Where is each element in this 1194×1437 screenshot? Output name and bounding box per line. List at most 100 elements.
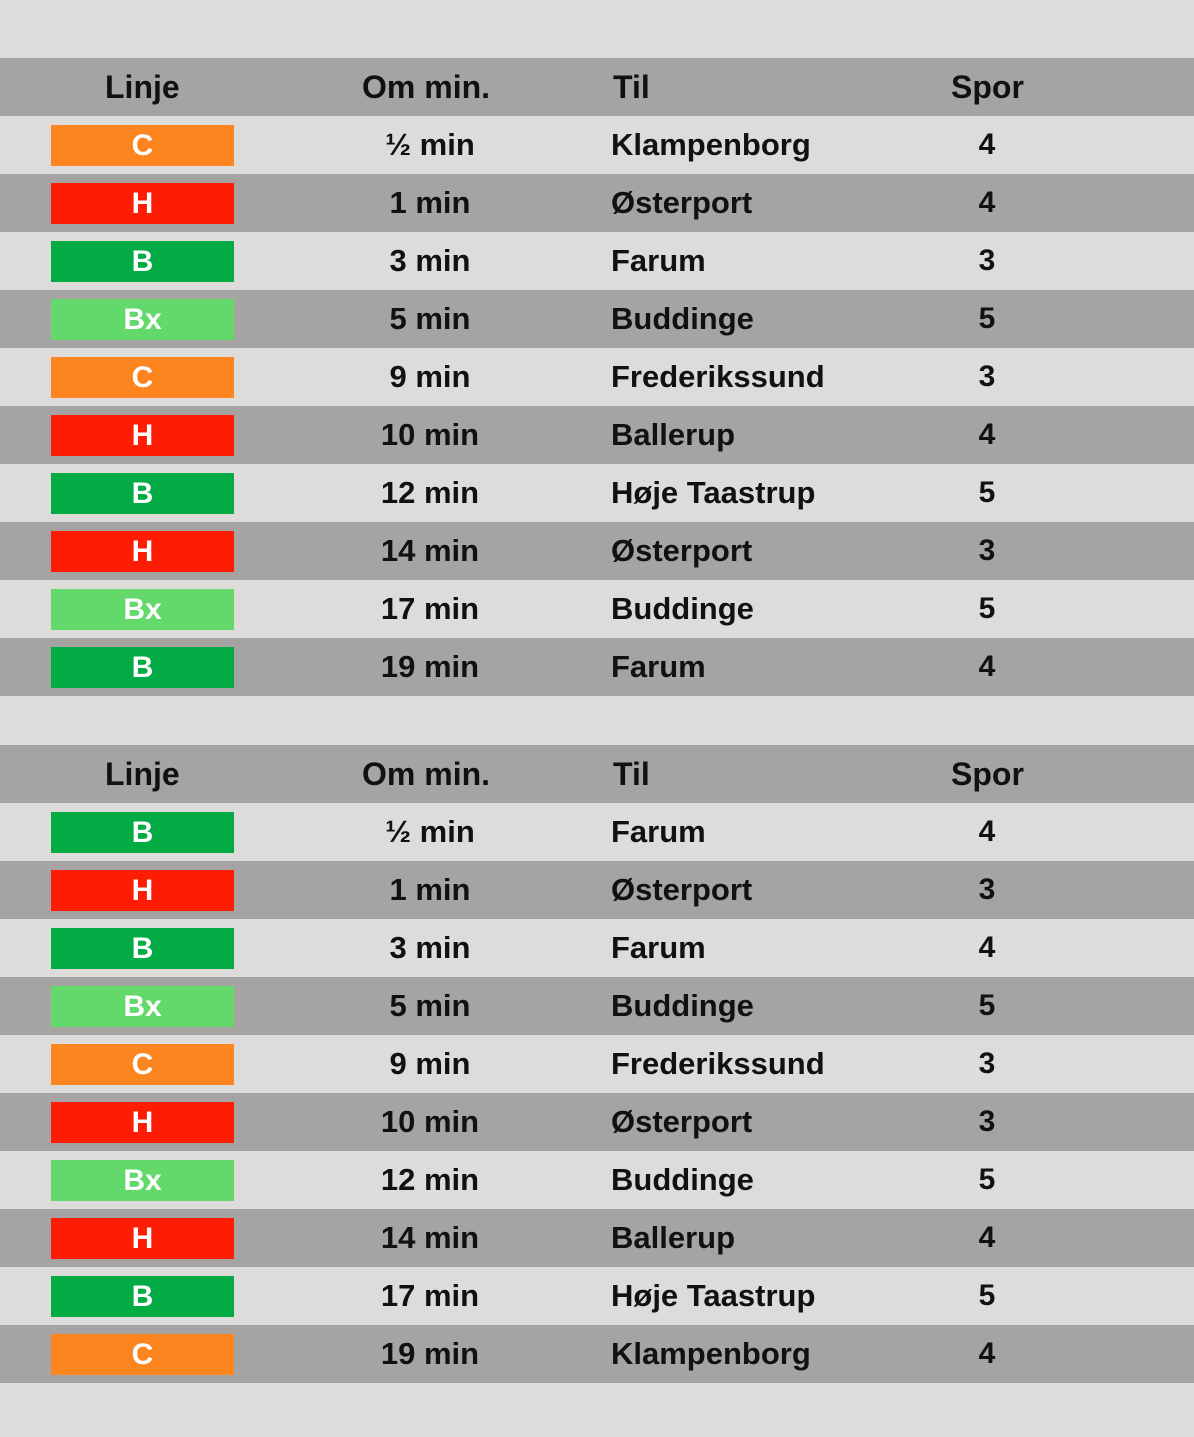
departure-track: 4 xyxy=(978,128,996,161)
departure-track: 4 xyxy=(978,1337,996,1370)
departure-track: 4 xyxy=(978,418,996,451)
line-badge: B xyxy=(51,647,234,688)
line-badge: H xyxy=(51,183,234,224)
departure-row: C 9 min Frederikssund 3 xyxy=(0,1035,1194,1093)
departure-destination: Farum xyxy=(611,649,706,684)
departure-row: Bx 12 min Buddinge 5 xyxy=(0,1151,1194,1209)
departure-track: 5 xyxy=(978,302,996,335)
departure-track: 5 xyxy=(978,1163,996,1196)
departure-minutes: 14 min xyxy=(380,1220,480,1255)
header-track: Spor xyxy=(951,756,1024,792)
line-badge: C xyxy=(51,357,234,398)
departure-minutes: 19 min xyxy=(380,1336,480,1371)
departure-row: H 1 min Østerport 3 xyxy=(0,861,1194,919)
departure-minutes: 12 min xyxy=(380,1162,480,1197)
departure-track: 3 xyxy=(978,244,996,277)
departure-track: 4 xyxy=(978,931,996,964)
header-line: Linje xyxy=(105,69,180,105)
departure-destination: Høje Taastrup xyxy=(611,475,816,510)
departure-destination: Buddinge xyxy=(611,988,754,1023)
line-badge: C xyxy=(51,1334,234,1375)
departure-destination: Farum xyxy=(611,814,706,849)
line-badge: Bx xyxy=(51,1160,234,1201)
line-badge: Bx xyxy=(51,986,234,1027)
line-badge: B xyxy=(51,928,234,969)
departure-minutes: 1 min xyxy=(389,185,471,220)
line-badge: B xyxy=(51,473,234,514)
departure-track: 4 xyxy=(978,1221,996,1254)
line-badge: B xyxy=(51,1276,234,1317)
departure-rows: B ½ min Farum 4 H 1 min Østerport 3 B 3 min Farum 4… xyxy=(0,803,1194,1383)
line-badge: H xyxy=(51,1218,234,1259)
line-badge: Bx xyxy=(51,589,234,630)
departure-destination: Buddinge xyxy=(611,301,754,336)
departure-row: H 1 min Østerport 4 xyxy=(0,174,1194,232)
header-destination: Til xyxy=(613,756,650,792)
header-minutes: Om min. xyxy=(362,69,491,105)
departure-row: H 10 min Østerport 3 xyxy=(0,1093,1194,1151)
departure-destination: Ballerup xyxy=(611,1220,736,1255)
departure-destination: Ballerup xyxy=(611,417,736,452)
departure-destination: Farum xyxy=(611,243,706,278)
board-header: Linje Om min. Til Spor xyxy=(0,745,1194,803)
departure-destination: Frederikssund xyxy=(611,359,825,394)
departure-row: B 19 min Farum 4 xyxy=(0,638,1194,696)
departure-track: 5 xyxy=(978,476,996,509)
departure-track: 4 xyxy=(978,650,996,683)
departure-row: Bx 17 min Buddinge 5 xyxy=(0,580,1194,638)
line-badge: B xyxy=(51,812,234,853)
departure-row: Bx 5 min Buddinge 5 xyxy=(0,290,1194,348)
line-badge: H xyxy=(51,870,234,911)
departure-minutes: 10 min xyxy=(380,417,480,452)
departure-row: B 3 min Farum 3 xyxy=(0,232,1194,290)
departure-track: 5 xyxy=(978,989,996,1022)
line-badge: C xyxy=(51,125,234,166)
departure-row: C 9 min Frederikssund 3 xyxy=(0,348,1194,406)
departure-minutes: 1 min xyxy=(389,872,471,907)
departure-track: 4 xyxy=(978,815,996,848)
line-badge: B xyxy=(51,241,234,282)
departure-destination: Østerport xyxy=(611,1104,753,1139)
departure-row: H 10 min Ballerup 4 xyxy=(0,406,1194,464)
departure-destination: Buddinge xyxy=(611,591,754,626)
departure-track: 3 xyxy=(978,873,996,906)
departure-track: 4 xyxy=(978,186,996,219)
departure-minutes: 17 min xyxy=(380,591,480,626)
departure-track: 3 xyxy=(978,360,996,393)
board-header: Linje Om min. Til Spor xyxy=(0,58,1194,116)
departure-destination: Østerport xyxy=(611,872,753,907)
departure-row: B 17 min Høje Taastrup 5 xyxy=(0,1267,1194,1325)
departure-minutes: 3 min xyxy=(389,930,471,965)
departure-row: C 19 min Klampenborg 4 xyxy=(0,1325,1194,1383)
departure-destination: Buddinge xyxy=(611,1162,754,1197)
departure-destination: Klampenborg xyxy=(611,1336,811,1371)
departure-minutes: 19 min xyxy=(380,649,480,684)
departure-minutes: 10 min xyxy=(380,1104,480,1139)
header-line: Linje xyxy=(105,756,180,792)
departure-minutes: ½ min xyxy=(385,814,475,849)
header-destination: Til xyxy=(613,69,650,105)
departure-row: B 12 min Høje Taastrup 5 xyxy=(0,464,1194,522)
departure-destination: Østerport xyxy=(611,533,753,568)
departure-destination: Høje Taastrup xyxy=(611,1278,816,1313)
departure-row: B ½ min Farum 4 xyxy=(0,803,1194,861)
departure-row: C ½ min Klampenborg 4 xyxy=(0,116,1194,174)
header-track: Spor xyxy=(951,69,1024,105)
line-badge: H xyxy=(51,1102,234,1143)
departure-track: 3 xyxy=(978,1105,996,1138)
departure-destination: Østerport xyxy=(611,185,753,220)
departure-track: 5 xyxy=(978,1279,996,1312)
departure-destination: Klampenborg xyxy=(611,127,811,162)
line-badge: H xyxy=(51,531,234,572)
header-minutes: Om min. xyxy=(362,756,491,792)
departure-minutes: 5 min xyxy=(389,301,471,336)
departure-minutes: 12 min xyxy=(380,475,480,510)
departure-row: Bx 5 min Buddinge 5 xyxy=(0,977,1194,1035)
departure-destination: Frederikssund xyxy=(611,1046,825,1081)
departure-row: H 14 min Østerport 3 xyxy=(0,522,1194,580)
departure-track: 3 xyxy=(978,1047,996,1080)
departure-minutes: ½ min xyxy=(385,127,475,162)
departure-board-1: Linje Om min. Til Spor C ½ min Klampenborg… xyxy=(0,58,1194,696)
departure-minutes: 3 min xyxy=(389,243,471,278)
line-badge: Bx xyxy=(51,299,234,340)
